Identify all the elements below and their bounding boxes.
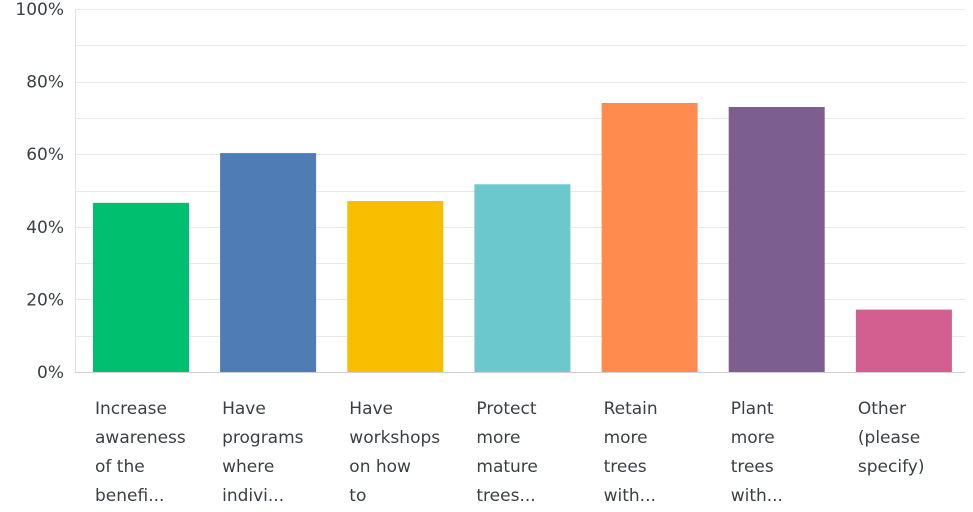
x-category-label: Increase awareness of the benefi... <box>95 399 186 506</box>
bar[interactable] <box>601 103 698 372</box>
x-category-label: Other (please specify) <box>857 399 925 477</box>
y-tick-label: 40% <box>26 218 64 238</box>
bar[interactable] <box>855 309 952 372</box>
bar[interactable] <box>220 153 317 372</box>
y-tick-label: 60% <box>26 145 64 165</box>
bar[interactable] <box>728 107 825 372</box>
bar[interactable] <box>93 202 189 372</box>
x-category-label: Have programs where indivi... <box>222 399 304 506</box>
y-axis-ticks: 0% 20% 40% 60% 80% 100% <box>15 0 64 383</box>
y-tick-label: 100% <box>15 0 64 20</box>
bar[interactable] <box>474 184 571 372</box>
y-tick-label: 80% <box>26 73 64 93</box>
x-category-label: Protect more mature trees... <box>476 399 538 506</box>
x-category-label: Plant more trees with... <box>730 399 783 506</box>
y-tick-label: 20% <box>26 290 64 310</box>
x-category-label: Have workshops on how to <box>349 399 441 506</box>
bars <box>93 103 952 372</box>
y-tick-label: 0% <box>37 363 64 383</box>
bar[interactable] <box>347 201 444 372</box>
x-category-label: Retain more trees with... <box>603 399 658 506</box>
